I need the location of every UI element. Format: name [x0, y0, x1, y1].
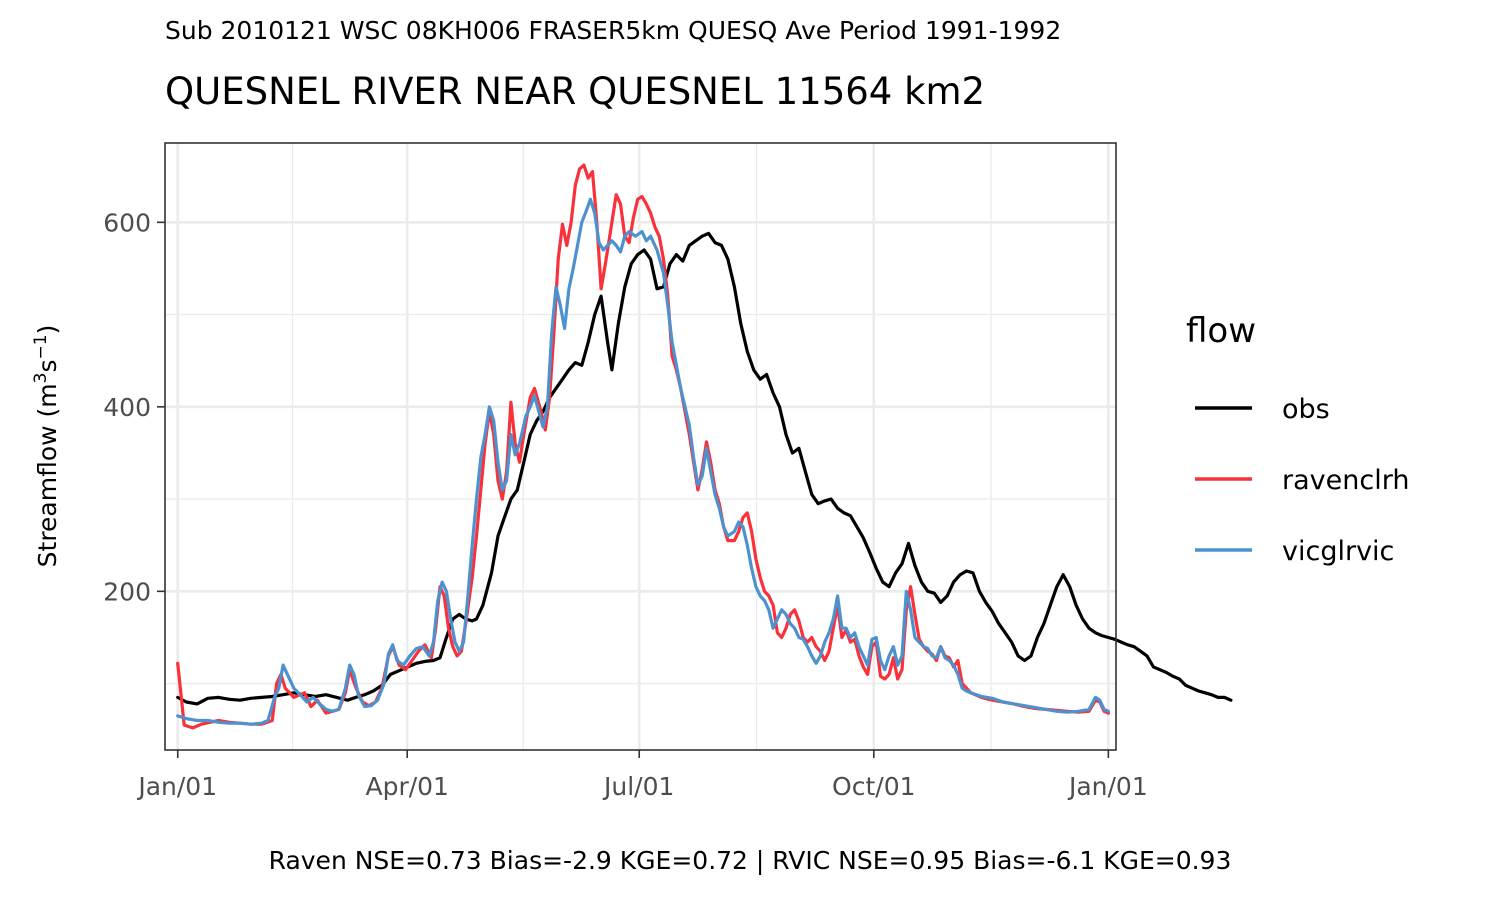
- chart-title: QUESNEL RIVER NEAR QUESNEL 11564 km2: [165, 70, 986, 113]
- chart-subtitle: Sub 2010121 WSC 08KH006 FRASER5km QUESQ …: [165, 16, 1062, 45]
- legend-label-obs: obs: [1282, 394, 1330, 425]
- y-tick-label: 600: [103, 208, 151, 237]
- series-line-vicglrvic: [176, 197, 1111, 726]
- chart-caption: Raven NSE=0.73 Bias=-2.9 KGE=0.72 | RVIC…: [268, 846, 1232, 875]
- y-tick-label: 400: [103, 393, 151, 422]
- series-line-obs: [176, 231, 1233, 706]
- plot-border: [164, 142, 1117, 751]
- x-tick-label: Jul/01: [602, 772, 674, 801]
- legend: flow obs ravenclrh vicglrvic: [1186, 311, 1409, 567]
- legend-label-vicglrvic: vicglrvic: [1282, 536, 1394, 567]
- grid-layer: [165, 143, 1116, 750]
- x-tick-label: Apr/01: [365, 772, 448, 801]
- x-tick-label: Jan/01: [1067, 772, 1148, 801]
- y-tick-label: 200: [103, 577, 151, 606]
- axis-layer: Jan/01 Apr/01 Jul/01 Oct/01 Jan/01 200 400 600: [103, 208, 1147, 801]
- legend-label-ravenclrh: ravenclrh: [1282, 465, 1409, 496]
- y-axis-title: Streamflow (m3s−1): [31, 325, 62, 568]
- legend-title: flow: [1186, 311, 1256, 351]
- x-tick-label: Oct/01: [832, 772, 915, 801]
- series-layer: [176, 163, 1233, 730]
- x-tick-label: Jan/01: [136, 772, 217, 801]
